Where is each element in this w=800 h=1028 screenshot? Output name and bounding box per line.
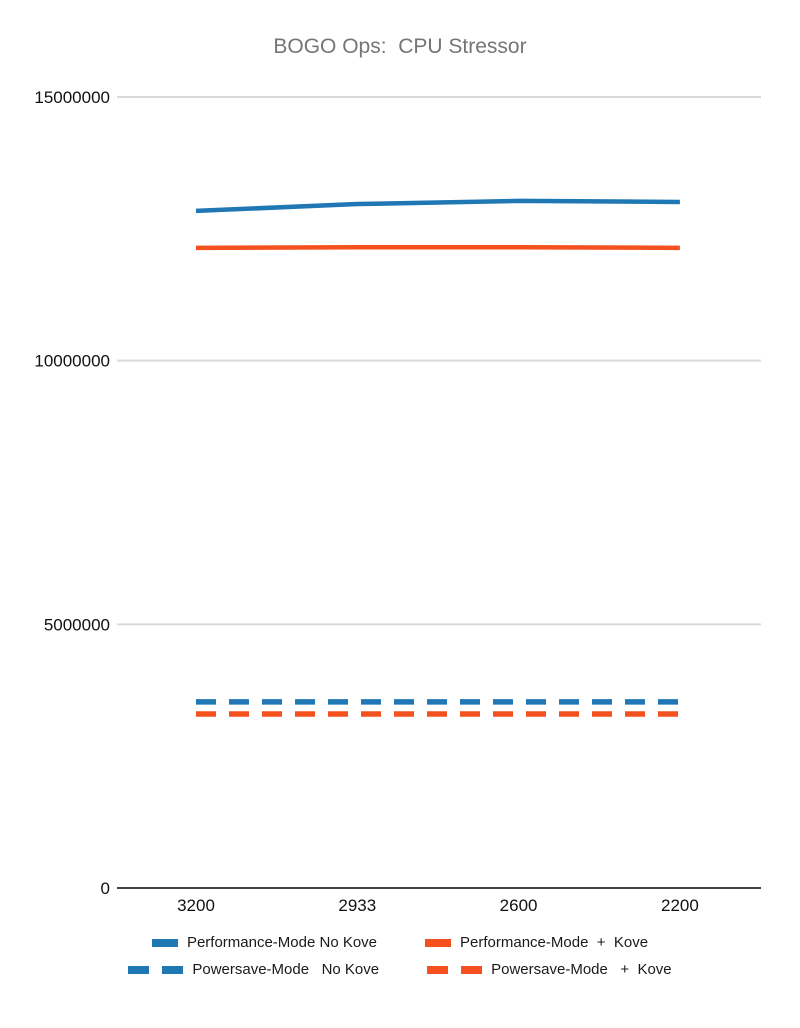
series-line-performance-mode-kove xyxy=(195,245,680,251)
legend-item-performance-kove: Performance-Mode + Kove xyxy=(425,934,648,951)
y-tick-label: 15000000 xyxy=(34,88,110,107)
legend-item-powersave-kove: Powersave-Mode + Kove xyxy=(427,961,672,978)
dash-segment xyxy=(427,965,449,974)
series-line-performance-mode-no-kove xyxy=(195,198,680,214)
dash-segment xyxy=(162,965,184,974)
x-tick-labels-group: 3200 2933 2600 2200 xyxy=(177,896,699,915)
legend-swatch-solid-blue-icon xyxy=(151,938,178,947)
series-lines-group xyxy=(195,198,680,717)
y-tick-label: 5000000 xyxy=(44,615,110,634)
y-tick-labels-group: 0 5000000 10000000 15000000 xyxy=(34,88,110,898)
legend-swatch-solid-orange-icon xyxy=(425,938,452,947)
legend-label: Powersave-Mode + Kove xyxy=(491,961,672,978)
legend-item-powersave-no-kove: Powersave-Mode No Kove xyxy=(128,961,379,978)
dash-segment xyxy=(128,965,150,974)
chart-legend: Performance-Mode No Kove Performance-Mod… xyxy=(0,934,800,978)
dash-segment xyxy=(461,965,483,974)
y-tick-label: 10000000 xyxy=(34,352,110,371)
x-tick-label: 2933 xyxy=(338,896,376,915)
gridlines-group xyxy=(117,96,761,889)
y-tick-label: 0 xyxy=(101,879,110,898)
chart-title: BOGO Ops: CPU Stressor xyxy=(273,35,527,58)
legend-swatch-dashed-orange-icon xyxy=(427,965,483,974)
x-tick-label: 2600 xyxy=(500,896,538,915)
legend-row-1: Performance-Mode No Kove Performance-Mod… xyxy=(151,934,648,951)
plot-svg: 0 5000000 10000000 15000000 3200 2933 2600 220… xyxy=(34,88,761,915)
legend-label: Performance-Mode No Kove xyxy=(186,934,378,951)
legend-label: Performance-Mode + Kove xyxy=(460,934,649,951)
legend-label: Powersave-Mode No Kove xyxy=(192,961,380,978)
x-tick-label: 3200 xyxy=(177,896,215,915)
legend-row-2: Powersave-Mode No Kove Powersave-Mode + … xyxy=(128,961,672,978)
x-tick-label: 2200 xyxy=(661,896,699,915)
legend-swatch-dashed-blue-icon xyxy=(128,965,184,974)
legend-item-performance-no-kove: Performance-Mode No Kove xyxy=(151,934,378,951)
